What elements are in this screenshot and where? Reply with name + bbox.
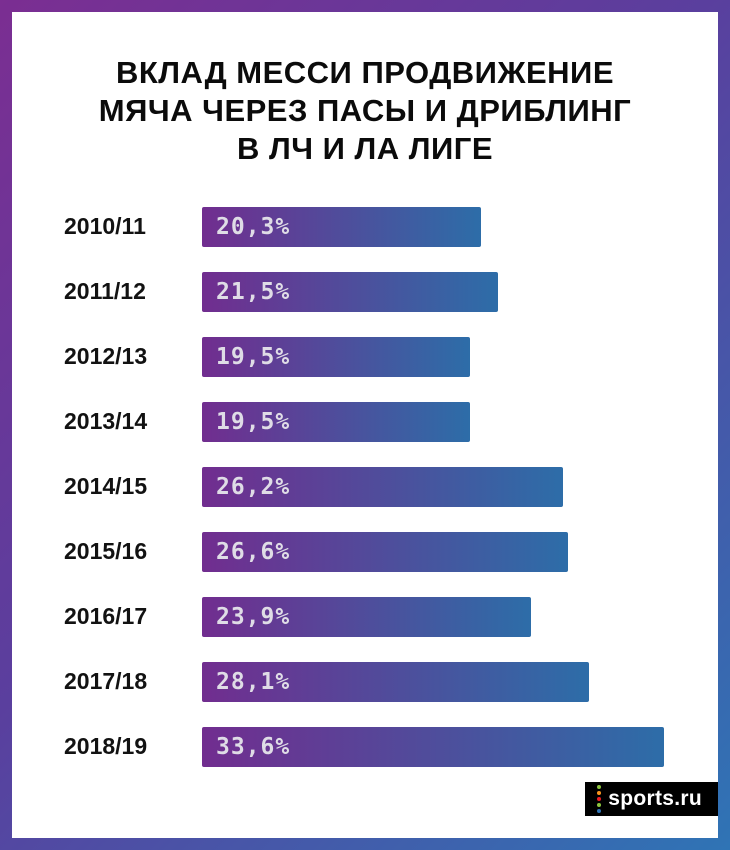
sports-ru-logo-text: sports.ru [608,787,702,810]
season-label: 2014/15 [64,473,148,499]
bar-track: 26,6% [202,531,718,572]
chart-row: 2011/12 21,5% [64,259,718,324]
value-label: 19,5% [216,343,291,370]
season-label: 2010/11 [64,213,146,239]
bar-track: 33,6% [202,726,718,767]
logo-dot [597,809,602,813]
chart-title-line-2: МЯЧА ЧЕРЕЗ ПАСЫ И ДРИБЛИНГ [98,93,632,128]
chart-row: 2017/18 28,1% [64,649,718,714]
bar-track: 23,9% [202,596,718,637]
value-bar: 28,1% [202,661,589,702]
logo-dot [597,785,602,789]
chart-row: 2012/13 19,5% [64,324,718,389]
value-bar: 26,6% [202,531,568,572]
chart-title-line-3: В ЛЧ И ЛА ЛИГЕ [236,131,494,166]
season-label: 2015/16 [64,538,148,564]
value-bar: 23,9% [202,596,531,637]
season-label: 2018/19 [64,733,148,759]
chart-row: 2016/17 23,9% [64,584,718,649]
chart-row: 2013/14 19,5% [64,389,718,454]
bar-track: 26,2% [202,466,718,507]
value-label: 19,5% [216,408,291,435]
bar-track: 19,5% [202,336,718,377]
season-label: 2017/18 [64,668,148,694]
logo-dot [597,803,602,807]
bar-track: 21,5% [202,271,718,312]
value-bar: 19,5% [202,336,471,377]
chart-row: 2015/16 26,6% [64,519,718,584]
chart-row: 2010/11 20,3% [64,194,718,259]
value-label: 21,5% [216,278,291,305]
value-label: 26,2% [216,473,291,500]
chart-title: ВКЛАД МЕССИ ПРОДВИЖЕНИЕ МЯЧА ЧЕРЕЗ ПАСЫ … [12,54,718,168]
value-label: 23,9% [216,603,291,630]
logo-dot [597,797,602,801]
sports-ru-logo-dots-icon [597,785,602,813]
chart-row: 2014/15 26,2% [64,454,718,519]
bar-track: 20,3% [202,206,718,247]
value-bar: 19,5% [202,401,471,442]
season-label: 2013/14 [64,408,148,434]
value-bar: 20,3% [202,206,482,247]
chart-card: ВКЛАД МЕССИ ПРОДВИЖЕНИЕ МЯЧА ЧЕРЕЗ ПАСЫ … [12,12,718,838]
season-label: 2012/13 [64,343,148,369]
value-label: 28,1% [216,668,291,695]
value-label: 33,6% [216,733,291,760]
logo-dot [597,791,602,795]
value-label: 26,6% [216,538,291,565]
value-bar: 33,6% [202,726,665,767]
bar-track: 28,1% [202,661,718,702]
chart-title-line-1: ВКЛАД МЕССИ ПРОДВИЖЕНИЕ [115,55,614,90]
chart-row: 2018/19 33,6% [64,714,718,779]
bar-track: 19,5% [202,401,718,442]
value-bar: 21,5% [202,271,498,312]
chart-rows: 2010/11 20,3% 2011/12 21,5% 2012/13 19,5% 2013… [12,194,718,779]
value-bar: 26,2% [202,466,563,507]
value-label: 20,3% [216,213,291,240]
season-label: 2011/12 [64,278,146,304]
season-label: 2016/17 [64,603,148,629]
sports-ru-logo: sports.ru [585,782,718,816]
